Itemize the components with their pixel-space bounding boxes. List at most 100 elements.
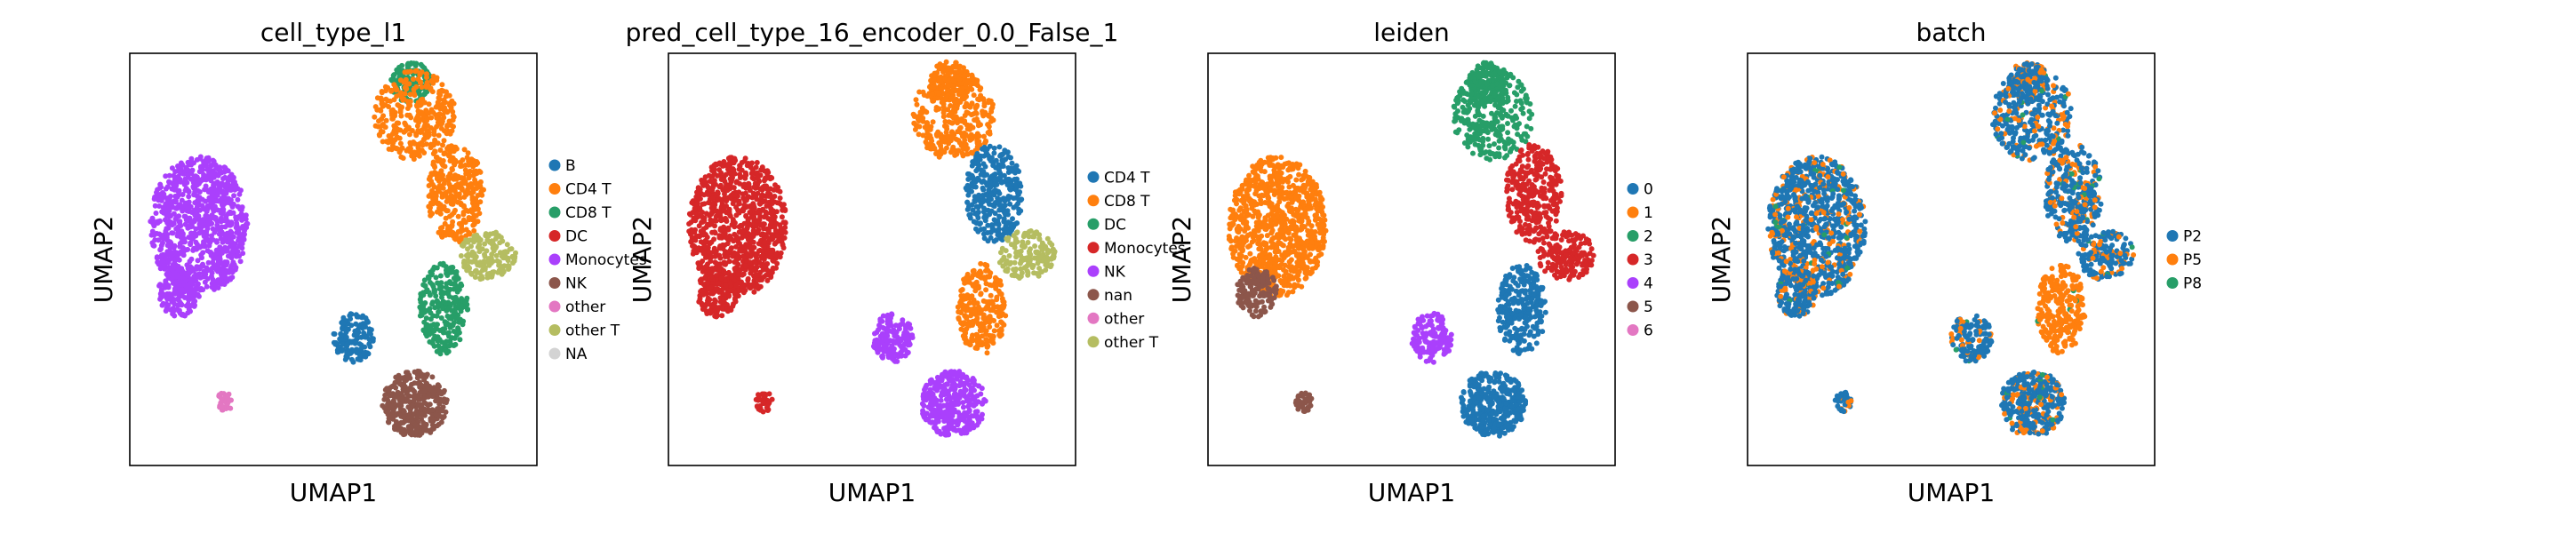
scatter-point [199, 255, 204, 261]
scatter-point [748, 232, 755, 238]
scatter-point [932, 70, 938, 76]
scatter-point [748, 285, 754, 291]
scatter-point [474, 159, 480, 164]
scatter-point [991, 150, 997, 156]
scatter-point [1004, 266, 1011, 273]
scatter-point [992, 200, 998, 205]
scatter-point [461, 147, 468, 153]
scatter-point [208, 236, 214, 243]
scatter-point [723, 235, 729, 241]
scatter-point [475, 193, 481, 198]
scatter-point [431, 343, 437, 349]
scatter-point [208, 195, 214, 200]
scatter-point [157, 296, 164, 302]
scatter-point [884, 312, 891, 318]
scatter-point [444, 266, 450, 273]
scatter-point [459, 163, 465, 169]
scatter-point [412, 422, 419, 428]
scatter-point [878, 346, 884, 353]
scatter-point [421, 319, 428, 325]
scatter-point [970, 111, 976, 117]
scatter-point [692, 205, 698, 211]
scatter-point [174, 274, 180, 279]
scatter-point [940, 69, 946, 75]
scatter-point [171, 211, 177, 217]
legend-label: NK [565, 275, 588, 293]
scatter-point [160, 240, 165, 246]
x-axis-label: UMAP1 [290, 478, 378, 507]
scatter-point [450, 167, 455, 172]
scatter-point [166, 204, 172, 210]
scatter-point [491, 269, 497, 275]
scatter-point [378, 107, 384, 114]
scatter-point [436, 412, 442, 418]
scatter-point [190, 184, 196, 190]
scatter-point [747, 187, 753, 194]
scatter-point [440, 112, 446, 118]
scatter-point [163, 278, 169, 284]
scatter-point [196, 244, 203, 251]
scatter-point [1009, 160, 1015, 166]
scatter-point [400, 155, 406, 161]
scatter-point [751, 289, 757, 295]
scatter-point [997, 174, 1004, 180]
scatter-point [441, 290, 447, 296]
scatter-point [765, 189, 772, 195]
scatter-point [1043, 267, 1049, 273]
scatter-point [978, 227, 984, 233]
scatter-point [772, 224, 778, 230]
scatter-point [1005, 194, 1012, 199]
scatter-point [151, 196, 157, 202]
scatter-point [214, 179, 220, 185]
scatter-point [460, 322, 466, 328]
scatter-point [404, 375, 411, 381]
legend-label: other T [565, 322, 620, 340]
scatter-point [172, 193, 179, 199]
scatter-point [721, 296, 727, 302]
scatter-point [747, 259, 753, 266]
scatter-point [1046, 248, 1052, 254]
scatter-point [162, 282, 168, 289]
scatter-point [700, 306, 706, 312]
scatter-point [484, 237, 491, 243]
scatter-point [165, 213, 172, 219]
scatter-point [180, 312, 186, 318]
scatter-point [718, 275, 724, 282]
scatter-point [242, 231, 247, 237]
scatter-point [469, 252, 476, 259]
scatter-point [894, 333, 900, 339]
scatter-point [1014, 229, 1020, 235]
scatter-point [494, 258, 500, 264]
scatter-point [479, 246, 485, 252]
scatter-point [936, 91, 942, 97]
scatter-point [169, 165, 175, 171]
scatter-point [234, 216, 240, 222]
scatter-point [971, 92, 977, 99]
scatter-point [761, 391, 767, 397]
scatter-point [959, 150, 965, 156]
scatter-point [761, 244, 767, 251]
scatter-point [343, 325, 349, 331]
scatter-point [497, 240, 503, 246]
scatter-point [394, 120, 400, 126]
scatter-point [745, 236, 751, 243]
scatter-point [431, 264, 437, 270]
scatter-point [1036, 235, 1043, 242]
scatter-point [754, 273, 760, 278]
scatter-point [215, 224, 221, 230]
scatter-point [429, 299, 436, 306]
legend-marker [548, 159, 561, 171]
scatter-point [205, 221, 211, 227]
scatter-point [753, 164, 759, 171]
scatter-point [743, 172, 749, 178]
scatter-point [458, 253, 464, 259]
scatter-point [964, 151, 970, 157]
scatter-point [387, 415, 393, 421]
scatter-point [719, 313, 725, 319]
scatter-point [415, 128, 421, 134]
scatter-point [185, 167, 191, 173]
scatter-point [172, 290, 178, 297]
scatter-point [732, 192, 738, 198]
scatter-point [736, 210, 742, 216]
